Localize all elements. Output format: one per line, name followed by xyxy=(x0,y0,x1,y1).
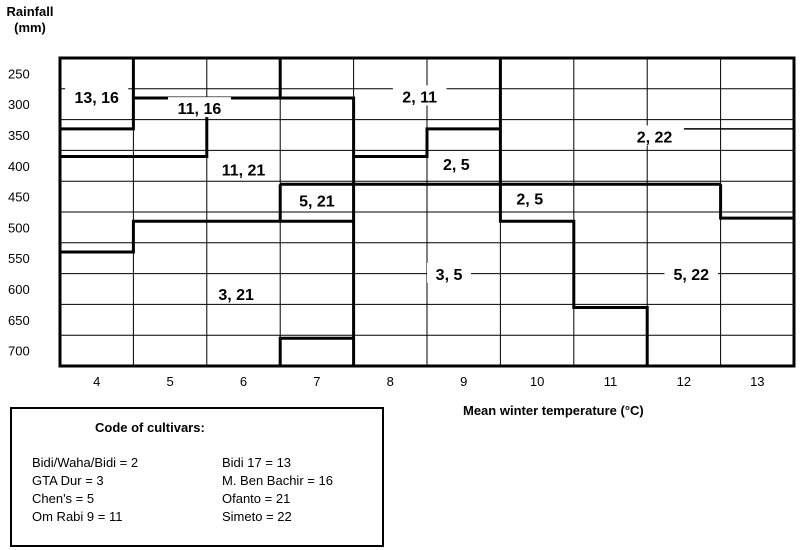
region-label: 11, 16 xyxy=(178,101,222,118)
y-tick-label: 350 xyxy=(8,128,30,143)
x-tick-label: 4 xyxy=(93,374,100,389)
x-tick-label: 11 xyxy=(604,374,618,389)
legend-item: M. Ben Bachir = 16 xyxy=(222,473,333,488)
legend-item: Chen's = 5 xyxy=(32,491,95,506)
region-label-bg xyxy=(627,125,682,146)
region-label: 13, 16 xyxy=(74,90,119,107)
legend-item: Bidi/Waha/Bidi = 2 xyxy=(32,455,139,470)
region-label: 11, 21 xyxy=(222,163,266,180)
y-tick-label: 650 xyxy=(8,313,30,328)
zone-boundary xyxy=(353,127,501,159)
region-label-bg xyxy=(507,187,552,208)
zone-boundary xyxy=(719,184,794,220)
x-tick-label: 9 xyxy=(460,374,467,389)
legend-title: Code of cultivars: xyxy=(95,420,205,435)
legend-item: GTA Dur = 3 xyxy=(32,473,104,488)
region-label-bg xyxy=(65,86,129,107)
y-axis-title-line2: (mm) xyxy=(14,20,46,35)
legend-left-column: Bidi/Waha/Bidi = 2 GTA Dur = 3 Chen's = … xyxy=(32,455,138,527)
zone-boundary xyxy=(278,336,354,366)
region-label: 5, 22 xyxy=(673,267,709,284)
legend-item: Simeto = 22 xyxy=(222,509,292,524)
x-tick-label: 5 xyxy=(166,374,173,389)
zone-boundary xyxy=(60,58,135,131)
x-tick-label: 7 xyxy=(313,374,320,389)
region-label: 2, 5 xyxy=(443,157,470,174)
legend-right-column: Bidi 17 = 13 M. Ben Bachir = 16 Ofanto =… xyxy=(222,455,333,527)
region-label: 2, 22 xyxy=(637,129,673,146)
x-tick-label: 10 xyxy=(530,374,544,389)
y-axis-title: Rainfall (mm) xyxy=(2,4,58,36)
legend-item: Bidi 17 = 13 xyxy=(222,455,292,470)
region-label: 2, 11 xyxy=(402,89,437,106)
zone-boundary xyxy=(60,98,209,159)
x-axis-title: Mean winter temperature (°C) xyxy=(463,403,644,418)
region-label: 5, 21 xyxy=(299,194,335,211)
region-label: 2, 5 xyxy=(516,192,543,209)
region-label-bg xyxy=(664,262,718,283)
y-tick-label: 300 xyxy=(8,97,30,112)
legend-item: Om Rabi 9 = 11 xyxy=(32,509,123,524)
plot-frame xyxy=(58,56,796,368)
legend: Code of cultivars: Bidi/Waha/Bidi = 2 GT… xyxy=(10,407,384,547)
region-label: 3, 5 xyxy=(436,267,463,284)
region-label-bg xyxy=(290,189,344,210)
x-tick-label: 12 xyxy=(677,374,691,389)
region-label-bg xyxy=(427,262,472,283)
y-axis-title-line1: Rainfall xyxy=(6,4,54,19)
x-tick-label: 6 xyxy=(240,374,247,389)
y-tick-label: 600 xyxy=(8,282,30,297)
y-tick-label: 250 xyxy=(8,66,30,81)
region-label-bg xyxy=(434,153,479,174)
region-label-bg xyxy=(167,97,231,118)
x-tick-label: 8 xyxy=(387,374,394,389)
zone-boundary xyxy=(60,219,354,254)
y-tick-label: 400 xyxy=(8,159,30,174)
y-tick-label: 550 xyxy=(8,251,30,266)
region-label: 3, 21 xyxy=(218,287,254,304)
y-tick-label: 450 xyxy=(8,190,30,205)
y-tick-label: 500 xyxy=(8,220,30,235)
region-label-bg xyxy=(209,283,263,304)
zone-boundary xyxy=(133,96,356,366)
region-label-bg xyxy=(392,85,447,106)
zone-boundary xyxy=(498,184,649,366)
legend-item: Ofanto = 21 xyxy=(222,491,291,506)
y-tick-label: 700 xyxy=(8,344,30,359)
region-label-bg xyxy=(212,158,275,179)
x-tick-label: 13 xyxy=(750,374,764,389)
